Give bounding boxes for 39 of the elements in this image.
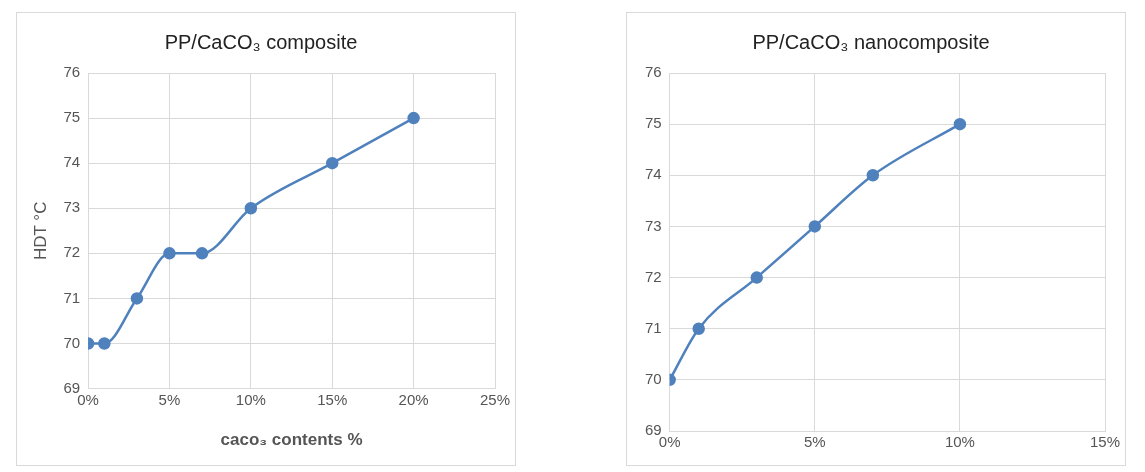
y-tick-label: 74 (645, 165, 662, 183)
point (195, 247, 209, 260)
y-tick-label: 76 (63, 63, 81, 81)
x-tick-label: 15% (317, 390, 348, 408)
x-tick-label: 20% (398, 390, 429, 408)
y-axis-title: HDT °C (30, 201, 50, 261)
point (692, 322, 705, 335)
y-tick-label: 76 (645, 63, 662, 81)
y-tick-label: 71 (645, 318, 662, 336)
x-tick-label: 10% (944, 433, 975, 451)
x-axis-title: caco₃ contents % (220, 430, 363, 450)
y-tick-label: 69 (63, 378, 81, 396)
point (98, 337, 111, 350)
y-tick-label: 73 (63, 198, 81, 216)
y-tick-label: 75 (63, 108, 81, 126)
x-tick-label: 15% (1089, 433, 1121, 451)
chart-title: PP/CaCO₃ composite (164, 30, 358, 53)
x-tick-label: 10% (235, 390, 266, 408)
y-tick-label: 72 (645, 267, 662, 285)
y-tick-label: 73 (645, 216, 662, 234)
point (866, 169, 880, 182)
point (163, 247, 176, 260)
y-tick-label: 72 (63, 243, 81, 261)
y-tick-label: 71 (63, 288, 81, 306)
point (407, 111, 420, 125)
y-tick-label: 70 (645, 370, 662, 387)
y-tick-label: 74 (63, 153, 81, 171)
x-tick-label: 5% (158, 390, 181, 408)
y-tick-label: 75 (645, 114, 662, 132)
x-tick-label: 5% (803, 433, 826, 451)
point (325, 156, 339, 170)
point (808, 220, 822, 233)
point (953, 117, 967, 131)
chart-title: PP/CaCO₃ nanocomposite (752, 30, 990, 53)
x-tick-label: 25% (479, 390, 511, 408)
point (244, 202, 258, 215)
point (750, 271, 763, 284)
y-tick-label: 70 (63, 333, 81, 351)
point (130, 292, 144, 305)
